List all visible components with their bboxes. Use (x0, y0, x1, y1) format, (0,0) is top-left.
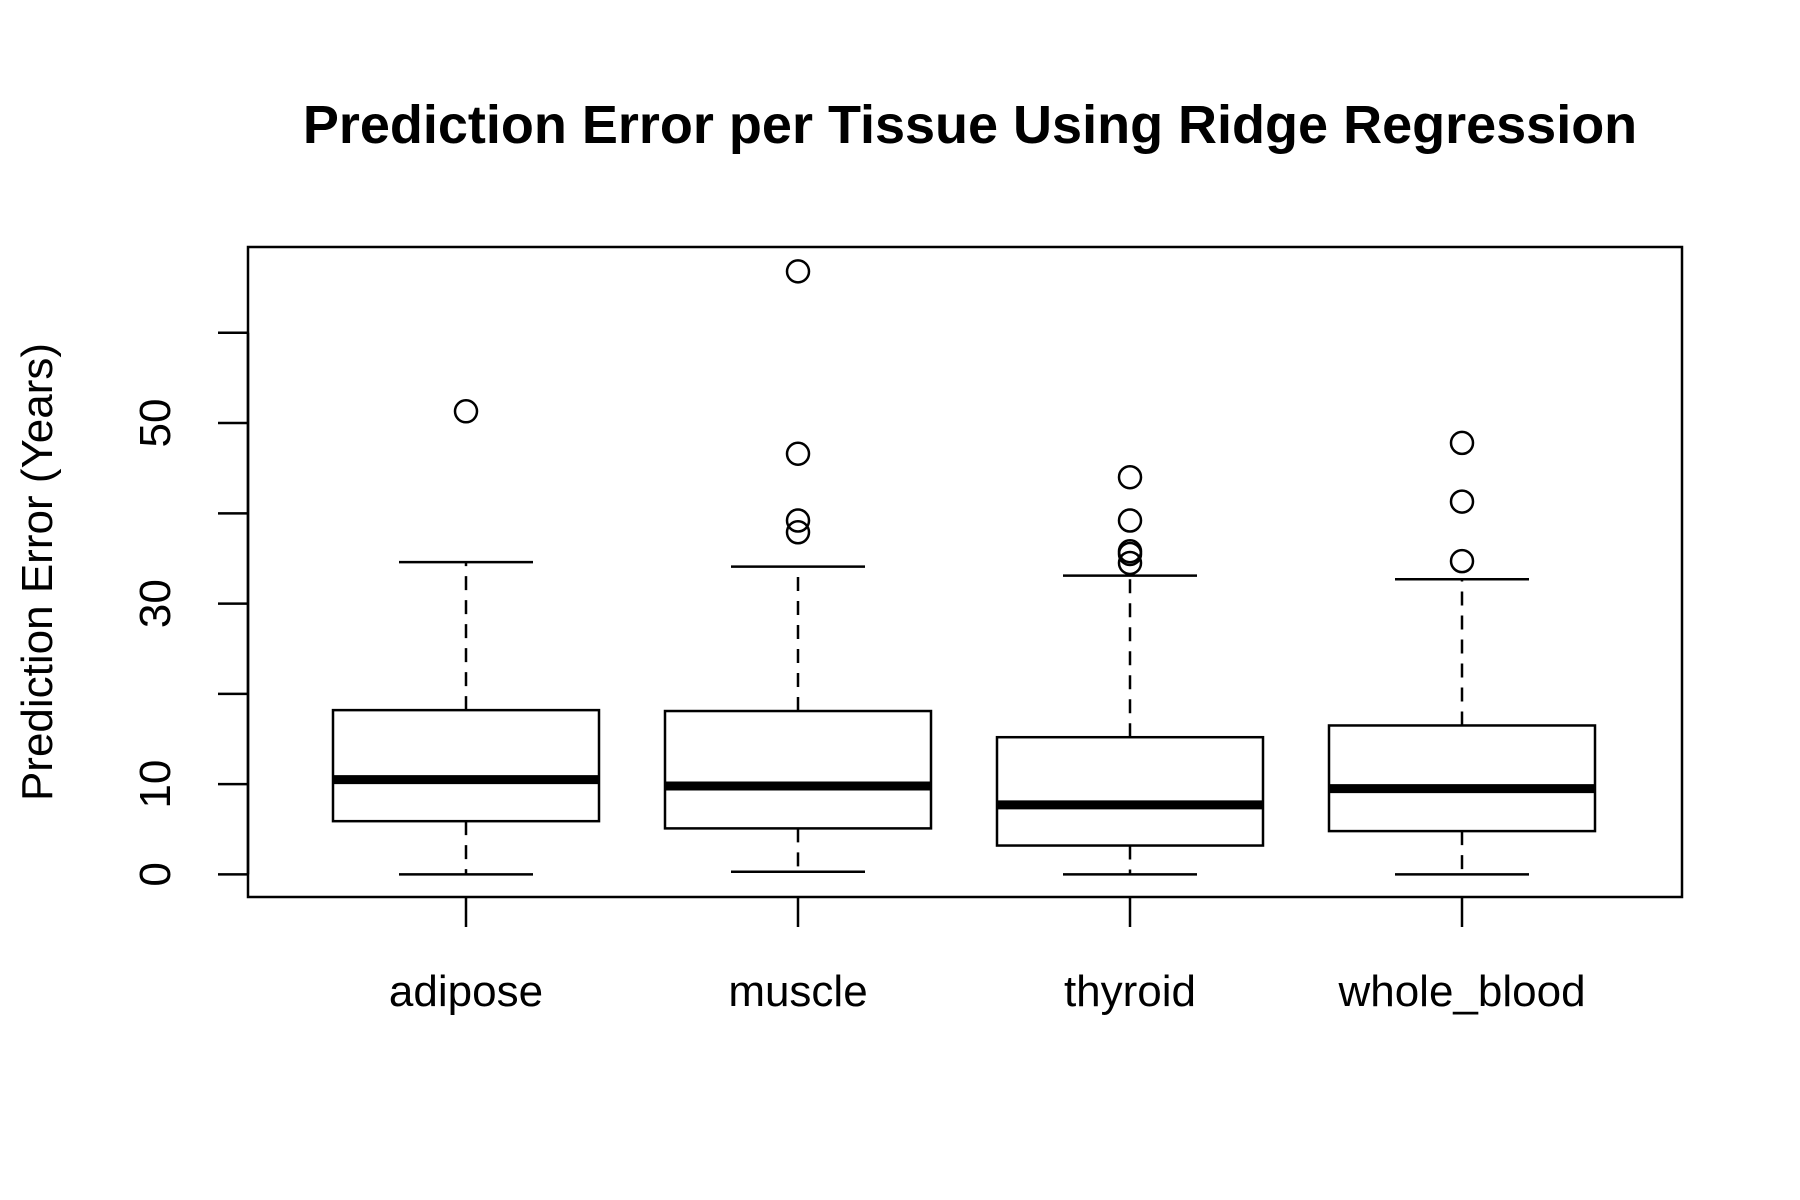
y-axis: 0 10 30 50 (131, 331, 250, 887)
box-muscle (663, 259, 933, 873)
box-thyroid (995, 464, 1265, 876)
x-tick-label: muscle (728, 967, 867, 1016)
iqr-box (663, 709, 933, 830)
outlier-point (785, 508, 811, 533)
outlier-point (1117, 550, 1143, 576)
iqr-box (331, 708, 601, 823)
y-tick-label: 30 (131, 579, 180, 628)
outlier-point (1449, 489, 1475, 514)
outlier-point (1449, 430, 1475, 456)
outlier-point (785, 520, 811, 545)
box-adipose (331, 399, 601, 876)
outlier-point (453, 399, 479, 424)
iqr-box (995, 735, 1265, 847)
chart-title: Prediction Error per Tissue Using Ridge … (303, 95, 1637, 155)
y-tick-label: 50 (131, 399, 180, 448)
y-tick-label: 10 (131, 760, 180, 809)
x-tick-label: whole_blood (1337, 967, 1585, 1016)
x-tick-label: thyroid (1064, 967, 1196, 1016)
box-whole_blood (1327, 430, 1597, 876)
outlier-point (1117, 508, 1143, 533)
x-tick-label: adipose (389, 967, 543, 1016)
y-tick-label: 0 (131, 862, 180, 886)
outlier-point (1117, 464, 1143, 490)
iqr-box (1327, 724, 1597, 833)
outlier-point (785, 259, 811, 284)
outlier-point (1117, 541, 1143, 567)
y-axis-label: Prediction Error (Years) (13, 343, 62, 801)
boxes-layer (331, 259, 1597, 876)
outlier-point (1449, 548, 1475, 574)
outlier-point (785, 441, 811, 466)
x-axis: adipose muscle thyroid whole_blood (389, 897, 1586, 1016)
